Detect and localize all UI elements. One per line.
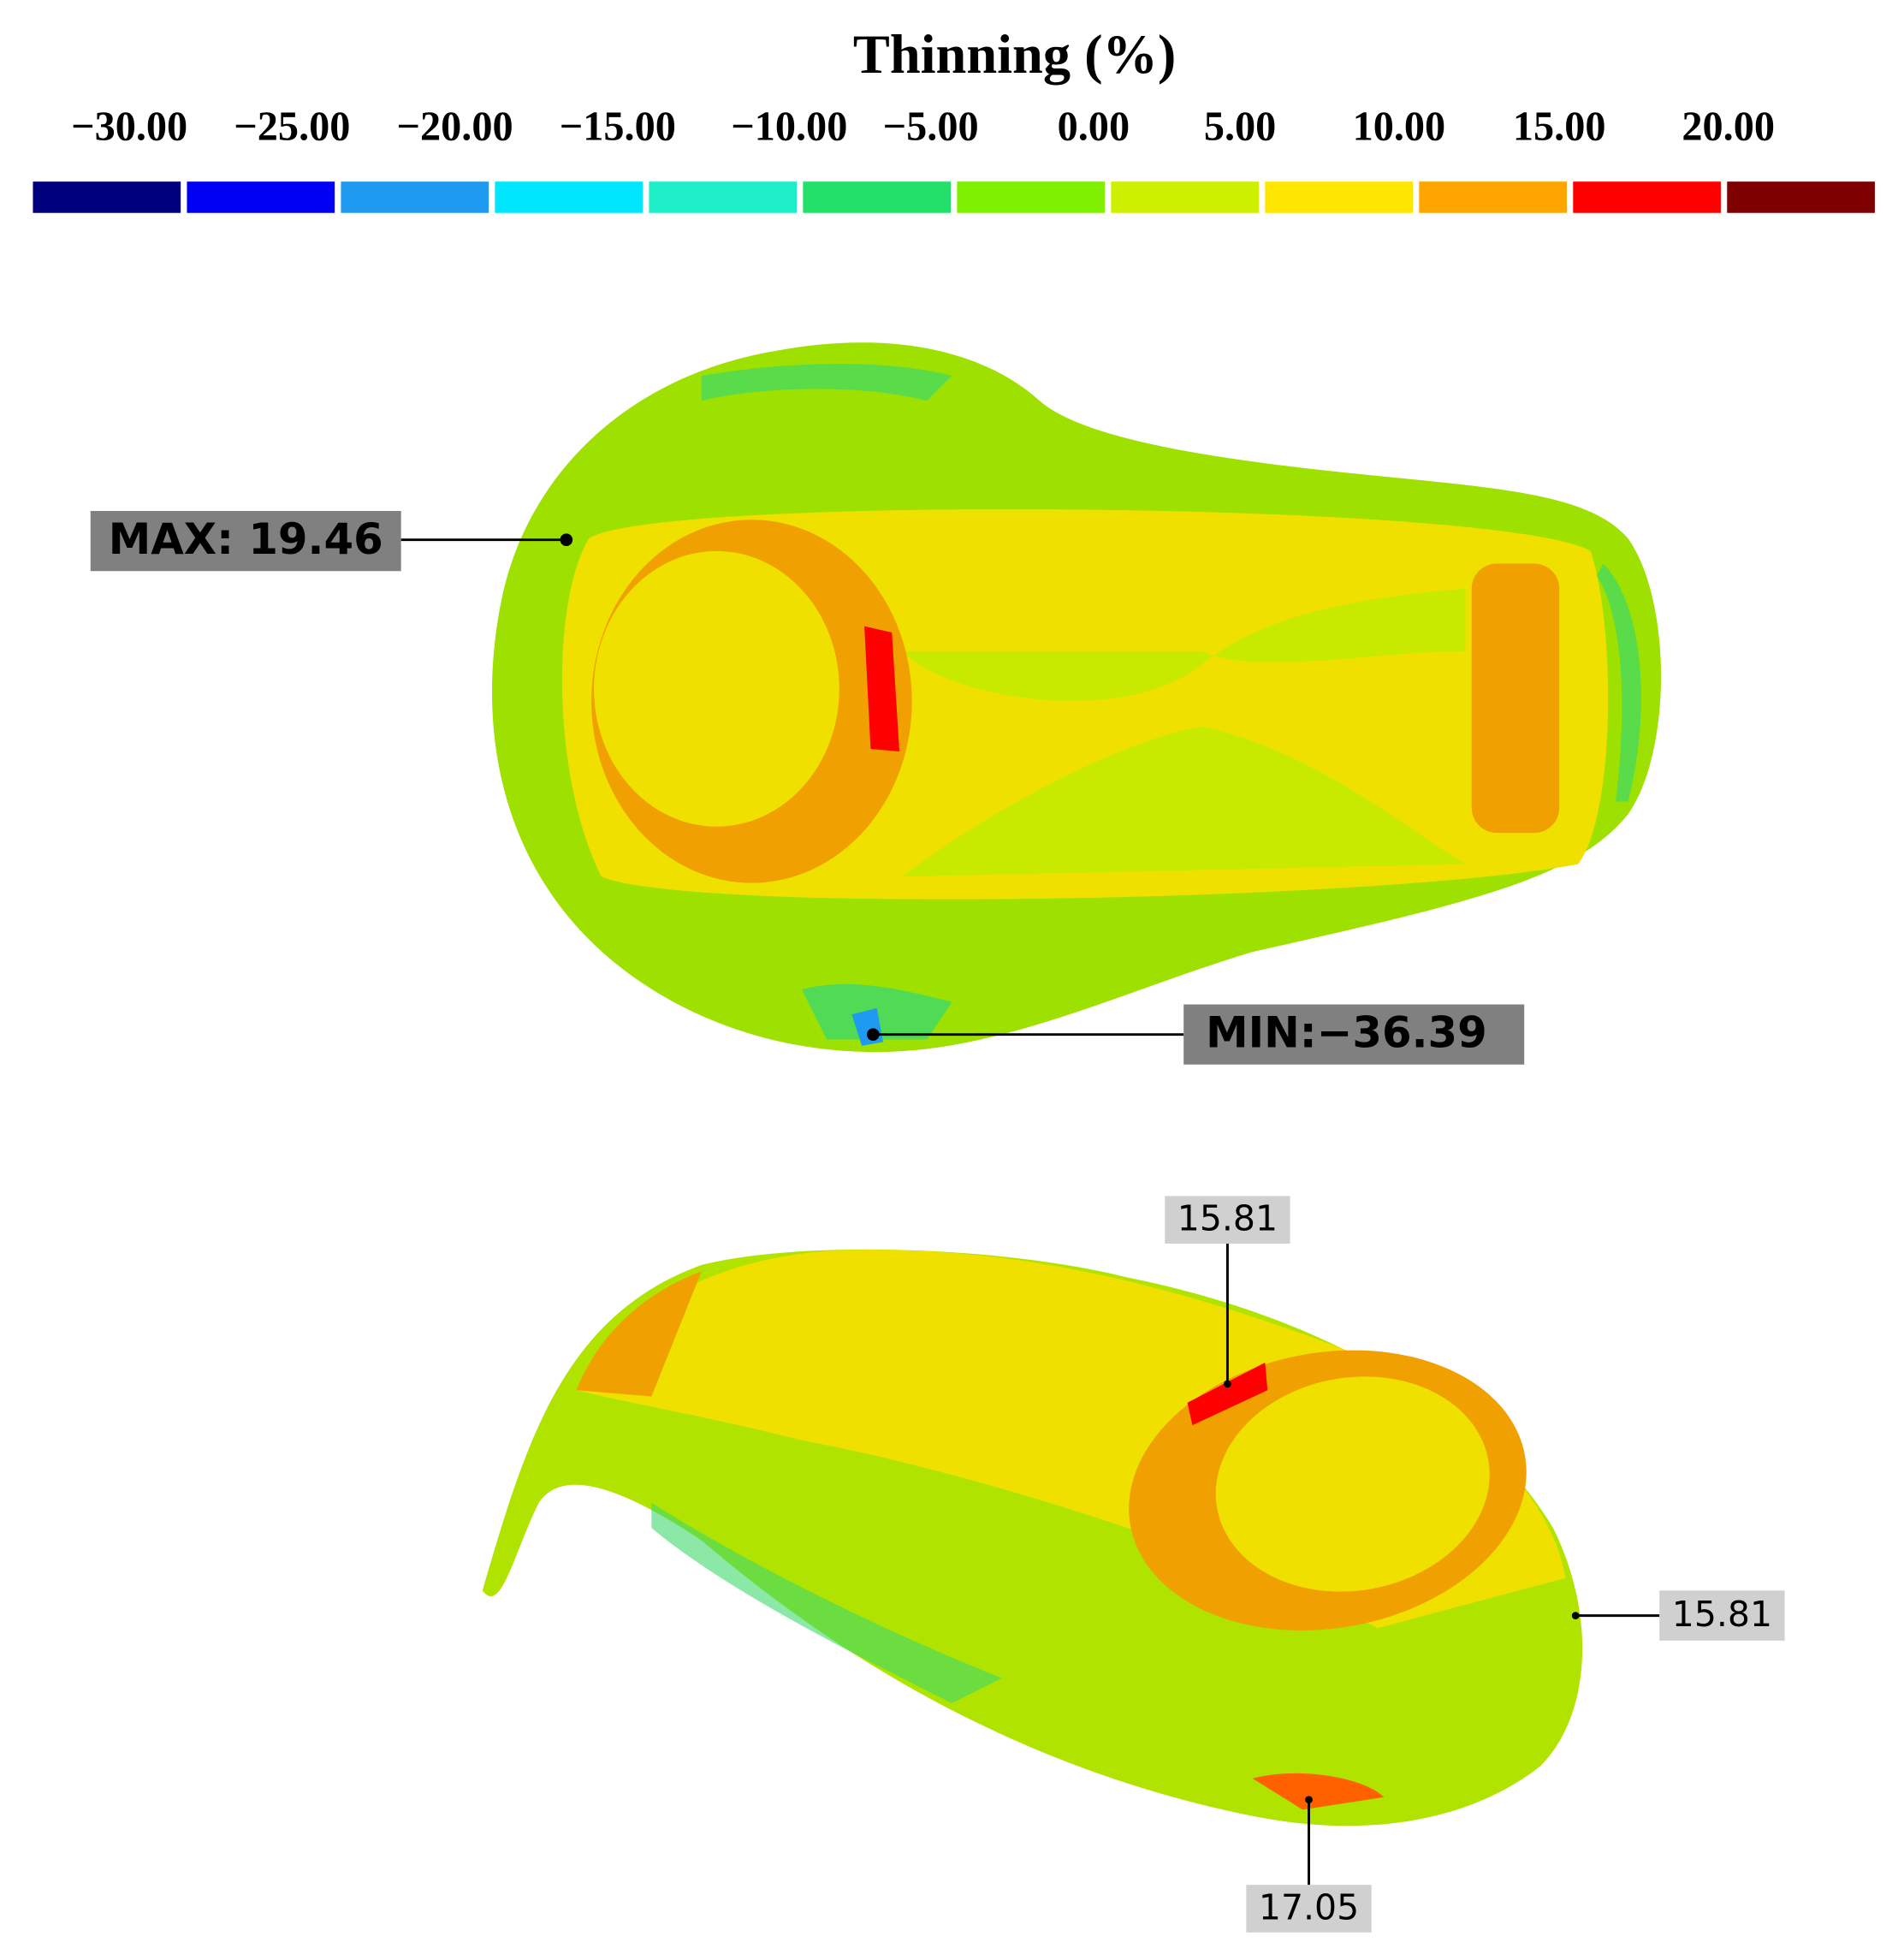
color-swatch <box>1265 181 1413 213</box>
legend-title: Thinning (%) <box>853 24 1176 85</box>
color-swatch <box>1419 181 1567 213</box>
color-swatch <box>957 181 1106 213</box>
colorbar-tick-label: −10.00 <box>731 104 847 149</box>
top-view <box>491 342 1662 1053</box>
color-swatch <box>495 181 644 213</box>
colorbar: −30.00 −25.00 −20.00 −15.00 −10.00 −5.00 0.00 5… <box>33 104 1875 213</box>
colorbar-tick-label: −25.00 <box>234 104 350 149</box>
value-label: 17.05 <box>1259 1886 1359 1927</box>
side-view <box>482 1249 1583 1826</box>
color-swatch <box>341 181 489 213</box>
color-swatch <box>649 181 798 213</box>
colorbar-tick-label: −5.00 <box>883 104 979 149</box>
colorbar-tick-label: 15.00 <box>1513 104 1606 149</box>
colorbar-tick-label: −15.00 <box>560 104 676 149</box>
value-label: 15.81 <box>1177 1198 1278 1239</box>
colorbar-tick-label: −20.00 <box>397 104 513 149</box>
value-label: 15.81 <box>1672 1594 1772 1635</box>
colorbar-tick-label: 0.00 <box>1058 104 1130 149</box>
colorbar-tick-label: 20.00 <box>1682 104 1775 149</box>
min-label: MIN:−36.39 <box>1206 1008 1487 1058</box>
color-swatch <box>1573 181 1721 213</box>
colorbar-tick-label: −30.00 <box>71 104 187 149</box>
colorbar-tick-label: 5.00 <box>1204 104 1276 149</box>
color-swatch <box>1111 181 1259 213</box>
colorbar-tick-label: 10.00 <box>1353 104 1446 149</box>
annotations: MAX: 19.46 MIN:−36.39 15.81 15.81 17.05 <box>90 511 1785 1933</box>
max-label: MAX: 19.46 <box>109 514 383 564</box>
color-swatch <box>33 181 181 213</box>
color-swatch <box>187 181 335 213</box>
color-swatch <box>1727 181 1875 213</box>
color-swatch <box>803 181 952 213</box>
